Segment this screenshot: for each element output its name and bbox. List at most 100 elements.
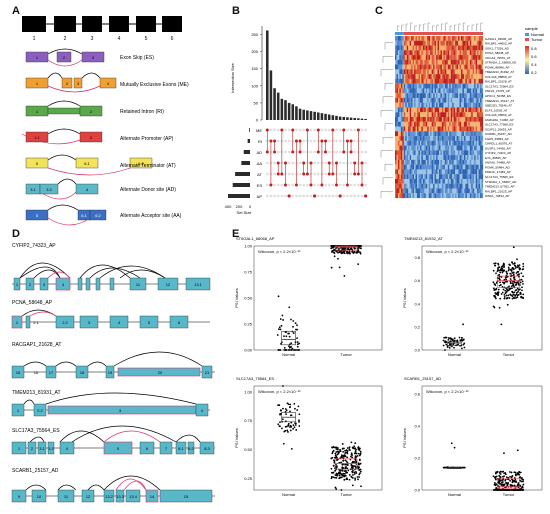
heatmap-cell bbox=[475, 45, 478, 51]
heatmap-cell bbox=[472, 169, 475, 175]
heatmap-cell bbox=[408, 145, 410, 151]
heatmap-cell bbox=[400, 83, 403, 89]
matrix-dot-active bbox=[305, 172, 309, 176]
heatmap-cell bbox=[431, 97, 434, 103]
heatmap-cell bbox=[478, 169, 481, 175]
heatmap-cell bbox=[477, 145, 479, 151]
heatmap-cell bbox=[434, 112, 437, 118]
heatmap-cell bbox=[422, 178, 425, 184]
data-point bbox=[342, 455, 345, 458]
data-point bbox=[517, 482, 520, 484]
heatmap-cell bbox=[446, 131, 448, 137]
heatmap-cell bbox=[409, 174, 412, 180]
heatmap-cell bbox=[441, 164, 444, 170]
heatmap-cell bbox=[471, 145, 473, 151]
heatmap-cell bbox=[412, 36, 415, 41]
heatmap-cell bbox=[447, 40, 450, 46]
data-point bbox=[298, 349, 301, 351]
heatmap-cell bbox=[469, 93, 472, 99]
heatmap-cell bbox=[474, 74, 476, 79]
data-point bbox=[344, 455, 347, 458]
heatmap-cell bbox=[397, 169, 400, 175]
heatmap-cell bbox=[459, 102, 462, 108]
heatmap-cell bbox=[478, 64, 481, 70]
heatmap-cell bbox=[400, 183, 403, 189]
data-point bbox=[359, 245, 362, 247]
heatmap-cell bbox=[428, 74, 431, 79]
data-point bbox=[347, 248, 350, 251]
heatmap-cell bbox=[449, 126, 451, 132]
heatmap-cell bbox=[461, 131, 463, 137]
heatmap-cell bbox=[444, 178, 447, 184]
heatmap-cell bbox=[417, 140, 419, 146]
data-point bbox=[279, 349, 282, 351]
data-point bbox=[447, 337, 450, 339]
heatmap-cell bbox=[461, 102, 463, 108]
y-tick-label: 0.00 bbox=[244, 348, 253, 353]
heatmap-cell bbox=[402, 155, 404, 160]
data-point bbox=[458, 336, 461, 339]
heatmap-cell bbox=[465, 107, 467, 113]
box bbox=[497, 275, 520, 288]
matrix-dot bbox=[265, 194, 269, 198]
heatmap-cell bbox=[447, 78, 450, 84]
heatmap-cell bbox=[415, 140, 418, 146]
heatmap-cell bbox=[421, 97, 423, 103]
heatmap-cell bbox=[463, 40, 466, 46]
heatmap-cell bbox=[447, 136, 450, 141]
heatmap-cell bbox=[402, 174, 404, 180]
heatmap-cell bbox=[439, 121, 441, 127]
heatmap-cell bbox=[471, 121, 473, 127]
heatmap-cell bbox=[434, 50, 437, 56]
data-point bbox=[330, 247, 333, 250]
row-label: POMK_88946_AP bbox=[485, 65, 510, 69]
heatmap-cell bbox=[474, 140, 476, 146]
heatmap-cell bbox=[439, 169, 441, 175]
heatmap-cell bbox=[437, 174, 440, 180]
heatmap-cell bbox=[424, 36, 426, 41]
heatmap-cell bbox=[475, 169, 478, 175]
heatmap-cell bbox=[411, 40, 413, 46]
heatmap-cell bbox=[477, 121, 479, 127]
gene-name: SLC17A3_75564_ES bbox=[12, 428, 60, 434]
exon-label: 3.1 bbox=[30, 187, 36, 192]
heatmap-cell bbox=[449, 131, 451, 137]
heatmap-cell bbox=[477, 178, 479, 184]
heatmap-cell bbox=[421, 83, 423, 89]
matrix-dot-active bbox=[298, 150, 302, 154]
heatmap-cell bbox=[452, 150, 454, 156]
data-point bbox=[292, 332, 295, 334]
heatmap-cell bbox=[405, 40, 407, 46]
heatmap-cell bbox=[480, 97, 482, 103]
heatmap-cell bbox=[452, 88, 454, 94]
heatmap-cell bbox=[433, 83, 435, 89]
exon-number: 2 bbox=[64, 36, 67, 42]
data-point bbox=[292, 325, 294, 328]
heatmap-cell bbox=[465, 88, 467, 94]
heatmap-cell bbox=[453, 193, 456, 199]
data-point bbox=[355, 461, 357, 464]
heatmap-cell bbox=[440, 117, 443, 122]
heatmap-cell bbox=[477, 107, 479, 113]
heatmap-cell bbox=[449, 150, 451, 156]
heatmap-cell bbox=[461, 136, 463, 141]
matrix-dot bbox=[349, 172, 353, 176]
heatmap-cell bbox=[463, 64, 466, 70]
data-point bbox=[296, 341, 299, 343]
heatmap-cell bbox=[414, 83, 416, 89]
event-ad: 3.1 3.2 4 Alternate Donor site (AD) bbox=[25, 178, 176, 200]
exon-label: 3 bbox=[43, 282, 46, 287]
heatmap-cell bbox=[412, 155, 415, 160]
data-point bbox=[513, 278, 516, 281]
data-point bbox=[463, 466, 466, 469]
data-point bbox=[335, 459, 338, 461]
heatmap-cell bbox=[474, 50, 476, 56]
heatmap-cell bbox=[471, 188, 473, 194]
matrix-dot-active bbox=[324, 150, 328, 154]
heatmap-cell bbox=[409, 55, 412, 60]
data-point bbox=[342, 451, 345, 453]
data-point bbox=[517, 290, 520, 293]
heatmap-cell bbox=[446, 121, 448, 127]
matrix-dot bbox=[364, 139, 368, 143]
heatmap-cell bbox=[399, 55, 401, 60]
